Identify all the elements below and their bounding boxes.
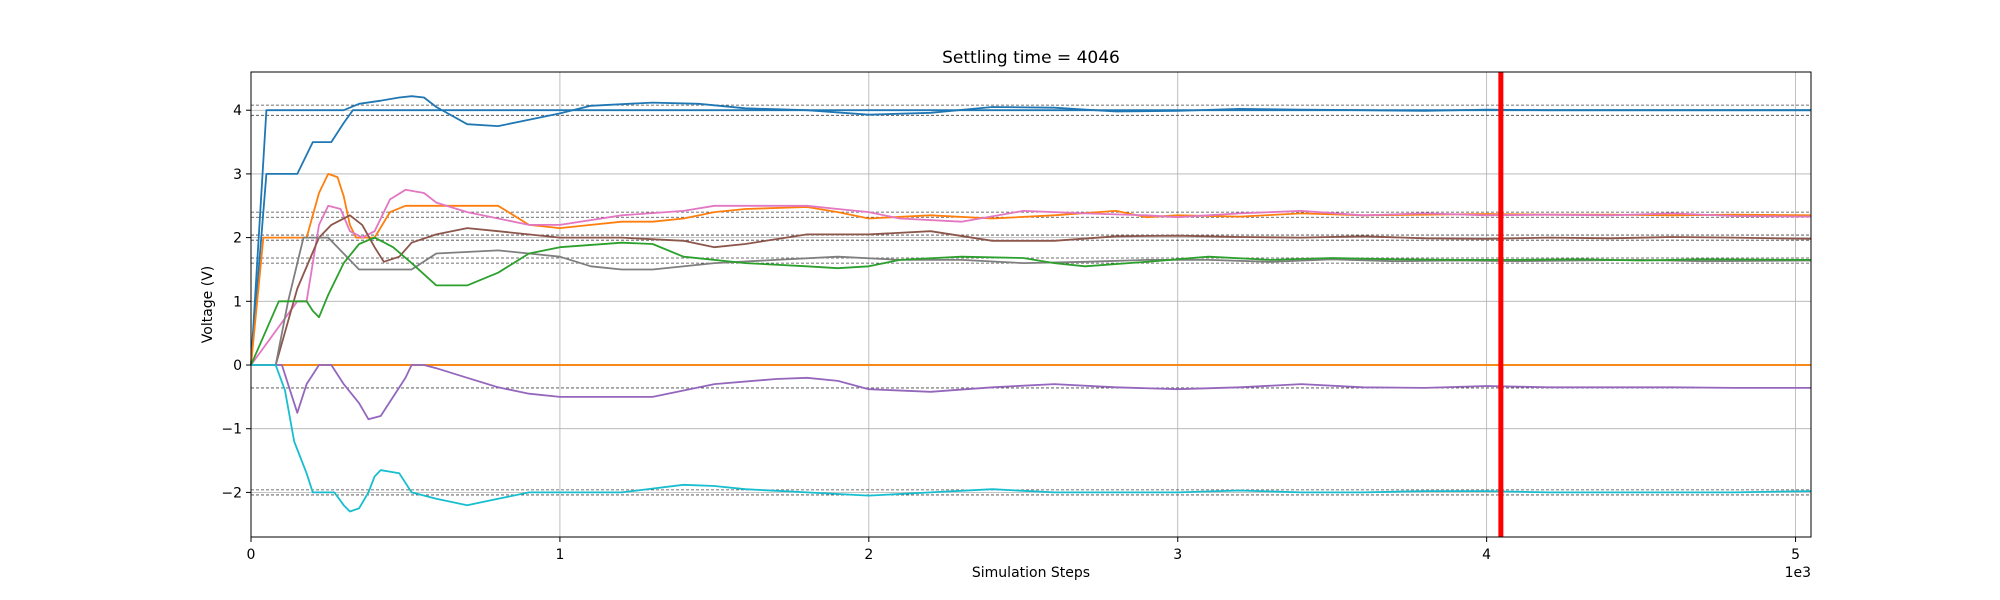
x-tick-label: 3: [1173, 547, 1182, 563]
x-tick-label: 1: [555, 547, 564, 563]
x-tick-label: 0: [247, 547, 256, 563]
series-line: [250, 236, 1812, 366]
x-axis-label: Simulation Steps: [972, 565, 1090, 581]
x-tick-label: 5: [1791, 547, 1800, 563]
plot-frame: [250, 71, 1812, 538]
x-tick-label: 2: [864, 547, 873, 563]
y-tick-label: −2: [221, 485, 242, 501]
series-line: [251, 214, 1812, 366]
y-axis-label: Voltage (V): [200, 266, 216, 343]
y-tick-label: 4: [233, 103, 242, 119]
series-line: [251, 236, 1812, 366]
series-line: [250, 188, 1812, 366]
y-axis-ticks: −2 −1 0 1 2 3 4: [221, 103, 251, 501]
y-tick-label: 0: [233, 358, 242, 374]
y-tick-label: 1: [233, 294, 242, 310]
x-axis-ticks: 0 1 2 3 4 5: [247, 537, 1800, 563]
series-line: [250, 109, 1811, 366]
series-line: [251, 364, 1812, 513]
series-line: [251, 364, 1811, 421]
chart-title: Settling time = 4046: [942, 48, 1120, 68]
x-axis-multiplier: 1e3: [1785, 565, 1811, 581]
y-tick-label: 2: [233, 231, 242, 247]
series-group: [250, 95, 1812, 513]
x-tick-label: 4: [1482, 547, 1491, 563]
y-tick-label: −1: [221, 422, 242, 438]
y-tick-label: 3: [233, 167, 242, 183]
